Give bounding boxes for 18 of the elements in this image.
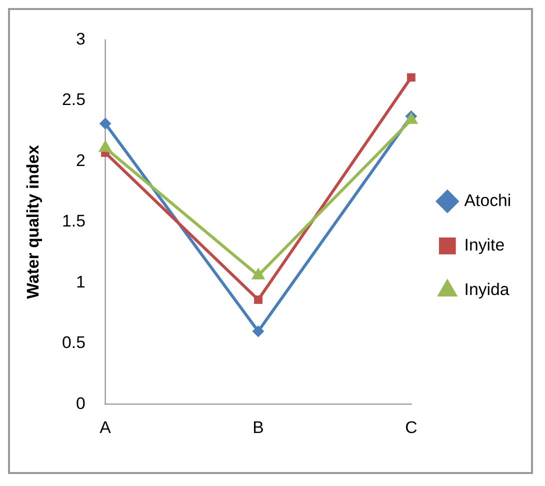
legend-label: Inyida (464, 280, 510, 300)
y-axis-title: Water quality index (24, 144, 43, 299)
legend-label: Atochi (464, 191, 512, 210)
point (252, 325, 264, 338)
point (99, 118, 112, 130)
x-tick-label: C (405, 418, 418, 437)
y-tick-label: 2 (76, 150, 86, 170)
y-tick-label: 1.5 (62, 212, 86, 231)
y-tick-label: 0 (76, 394, 86, 413)
y-tick-label: 2.5 (62, 90, 86, 110)
x-tick-label: A (100, 418, 112, 437)
point (254, 296, 262, 304)
y-tick-label: 0.5 (62, 333, 86, 352)
legend-label: Inyite (464, 236, 505, 255)
point (406, 73, 416, 82)
y-tick-label: 1 (76, 272, 86, 292)
y-tick-label: 3 (76, 29, 86, 48)
x-tick-label: B (252, 418, 264, 437)
